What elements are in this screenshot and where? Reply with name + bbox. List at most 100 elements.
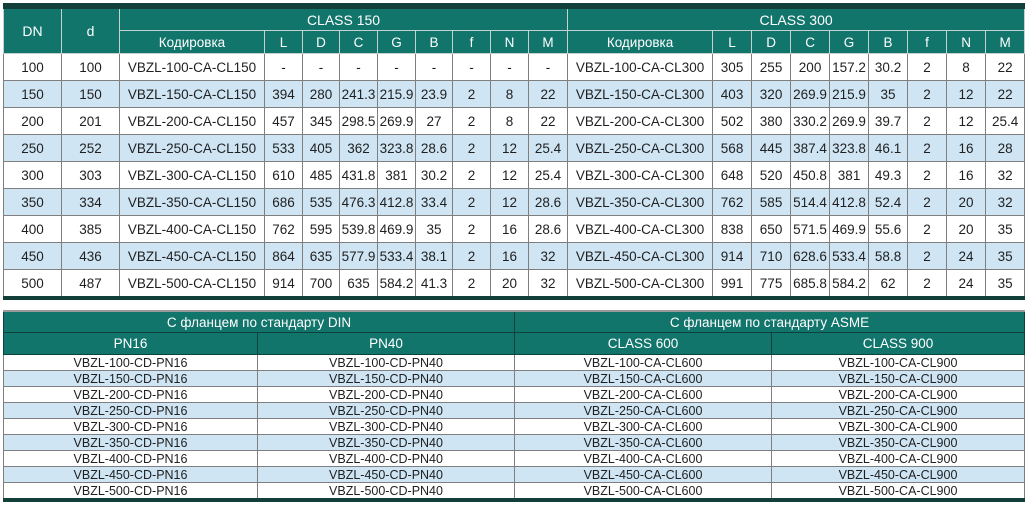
table-cell: VBZL-400-CA-CL600 [514,450,772,467]
col-header-code-300: Кодировка [567,30,714,54]
table-cell: VBZL-350-CD-PN40 [257,434,515,451]
group-header-class150: CLASS 150 [118,5,569,31]
table-cell: 2 [907,80,948,108]
table-row: VBZL-100-CD-PN16 VBZL-100-CD-PN40 VBZL-100… [3,354,1025,371]
col-header-G-150: G [377,30,416,54]
table-cell: 584.2 [829,269,870,299]
col-header-class900: CLASS 900 [771,332,1025,355]
group-header-class300: CLASS 300 [567,5,1026,31]
table-cell: 350 [3,188,62,216]
table-cell: VBZL-250-CA-CL300 [567,134,714,162]
table-cell: 30.2 [415,161,453,189]
table-cell: 16 [490,215,529,243]
table-cell: VBZL-450-CD-PN40 [257,466,515,483]
table-cell: VBZL-200-CD-PN40 [257,386,515,403]
table-row: VBZL-500-CD-PN16 VBZL-500-CD-PN40 VBZL-500… [3,482,1025,501]
table-cell: 533 [264,134,303,162]
table-cell: 469.9 [377,215,416,243]
col-header-N-150: N [490,30,529,54]
table-cell: VBZL-200-CA-CL150 [119,107,265,135]
table-cell: 469.9 [829,215,870,243]
table-cell: VBZL-400-CA-CL300 [567,215,714,243]
table-cell: VBZL-500-CA-CL600 [514,482,772,501]
table-cell: VBZL-150-CA-CL150 [119,80,265,108]
table-cell: 157.2 [829,53,870,81]
table-cell: 298.5 [339,107,378,135]
table-cell: VBZL-500-CA-CL300 [567,269,714,299]
table-cell: 2 [907,242,948,270]
table-cell: VBZL-250-CA-CL600 [514,402,772,419]
col-header-f-300: f [907,30,948,54]
table-cell: VBZL-150-CA-CL600 [514,370,772,387]
table-cell: VBZL-150-CD-PN40 [257,370,515,387]
table-cell: 22 [985,53,1026,81]
table-cell: - [490,53,529,81]
table-cell: 686 [264,188,303,216]
table-cell: VBZL-450-CA-CL600 [514,466,772,483]
table-cell: 362 [339,134,378,162]
table-cell: 201 [61,107,120,135]
table-cell: 215.9 [829,80,870,108]
table-cell: 46.1 [868,134,909,162]
table-cell: 445 [751,134,792,162]
col-header-C-300: C [790,30,831,54]
table-cell: 41.3 [415,269,453,299]
table-cell: 25.4 [985,107,1026,135]
table-cell: 610 [264,161,303,189]
table-cell: VBZL-450-CA-CL300 [567,242,714,270]
table-cell: 269.9 [829,107,870,135]
table-cell: VBZL-100-CA-CL150 [119,53,265,81]
table-cell: 100 [61,53,120,81]
table-cell: VBZL-400-CA-CL150 [119,215,265,243]
table-cell: 762 [264,215,303,243]
table-cell: 412.8 [377,188,416,216]
table-row: 450 436 VBZL-450-CA-CL150 864 635 577.9 533.4 3… [3,242,1026,270]
table-cell: VBZL-150-CA-CL300 [567,80,714,108]
table-cell: 345 [302,107,340,135]
table-cell: 8 [946,53,987,81]
table-cell: 35 [985,242,1026,270]
table-cell: 52.4 [868,188,909,216]
flange-table-header: С фланцем по стандарту DIN С фланцем по … [3,310,1025,355]
table-cell: VBZL-150-CA-CL900 [771,370,1025,387]
table-cell: 381 [829,161,870,189]
table-cell: - [527,53,569,81]
table-cell: 16 [946,161,987,189]
table-row: VBZL-150-CD-PN16 VBZL-150-CD-PN40 VBZL-150… [3,370,1025,387]
table-cell: 320 [751,80,792,108]
table-cell: 252 [61,134,120,162]
table-cell: 32 [527,242,569,270]
table-cell: 150 [3,80,62,108]
table-cell: 700 [302,269,340,299]
header-row-standards: С фланцем по стандарту DIN С фланцем по … [3,310,1025,333]
table-cell: 150 [61,80,120,108]
table-cell: 25.4 [527,134,569,162]
table-row: 200 201 VBZL-200-CA-CL150 457 345 298.5 269.9 2… [3,107,1026,135]
table-cell: 2 [452,80,491,108]
table-cell: VBZL-100-CA-CL600 [514,354,772,371]
col-header-D-300: D [751,30,792,54]
table-cell: 27 [415,107,453,135]
table-cell: VBZL-500-CA-CL150 [119,269,265,299]
table-cell: 628.6 [790,242,831,270]
table-row: VBZL-400-CD-PN16 VBZL-400-CD-PN40 VBZL-400… [3,450,1025,467]
table-cell: 584.2 [377,269,416,299]
table-cell: 35 [415,215,453,243]
table-row: 400 385 VBZL-400-CA-CL150 762 595 539.8 469.9 3… [3,215,1026,243]
table-cell: 710 [751,242,792,270]
table-cell: VBZL-300-CA-CL900 [771,418,1025,435]
table-cell: 568 [712,134,753,162]
table-cell: VBZL-250-CA-CL900 [771,402,1025,419]
table-cell: 500 [3,269,62,299]
table-cell: 269.9 [790,80,831,108]
table-cell: VBZL-350-CA-CL600 [514,434,772,451]
table-row: 300 303 VBZL-300-CA-CL150 610 485 431.8 381 30.… [3,161,1026,189]
table-cell: 387.4 [790,134,831,162]
table-cell: 58.8 [868,242,909,270]
table-cell: 436 [61,242,120,270]
table-cell: 32 [527,269,569,299]
table-cell: VBZL-250-CD-PN16 [3,402,258,419]
table-cell: 535 [302,188,340,216]
table-cell: - [452,53,491,81]
table-cell: 914 [264,269,303,299]
